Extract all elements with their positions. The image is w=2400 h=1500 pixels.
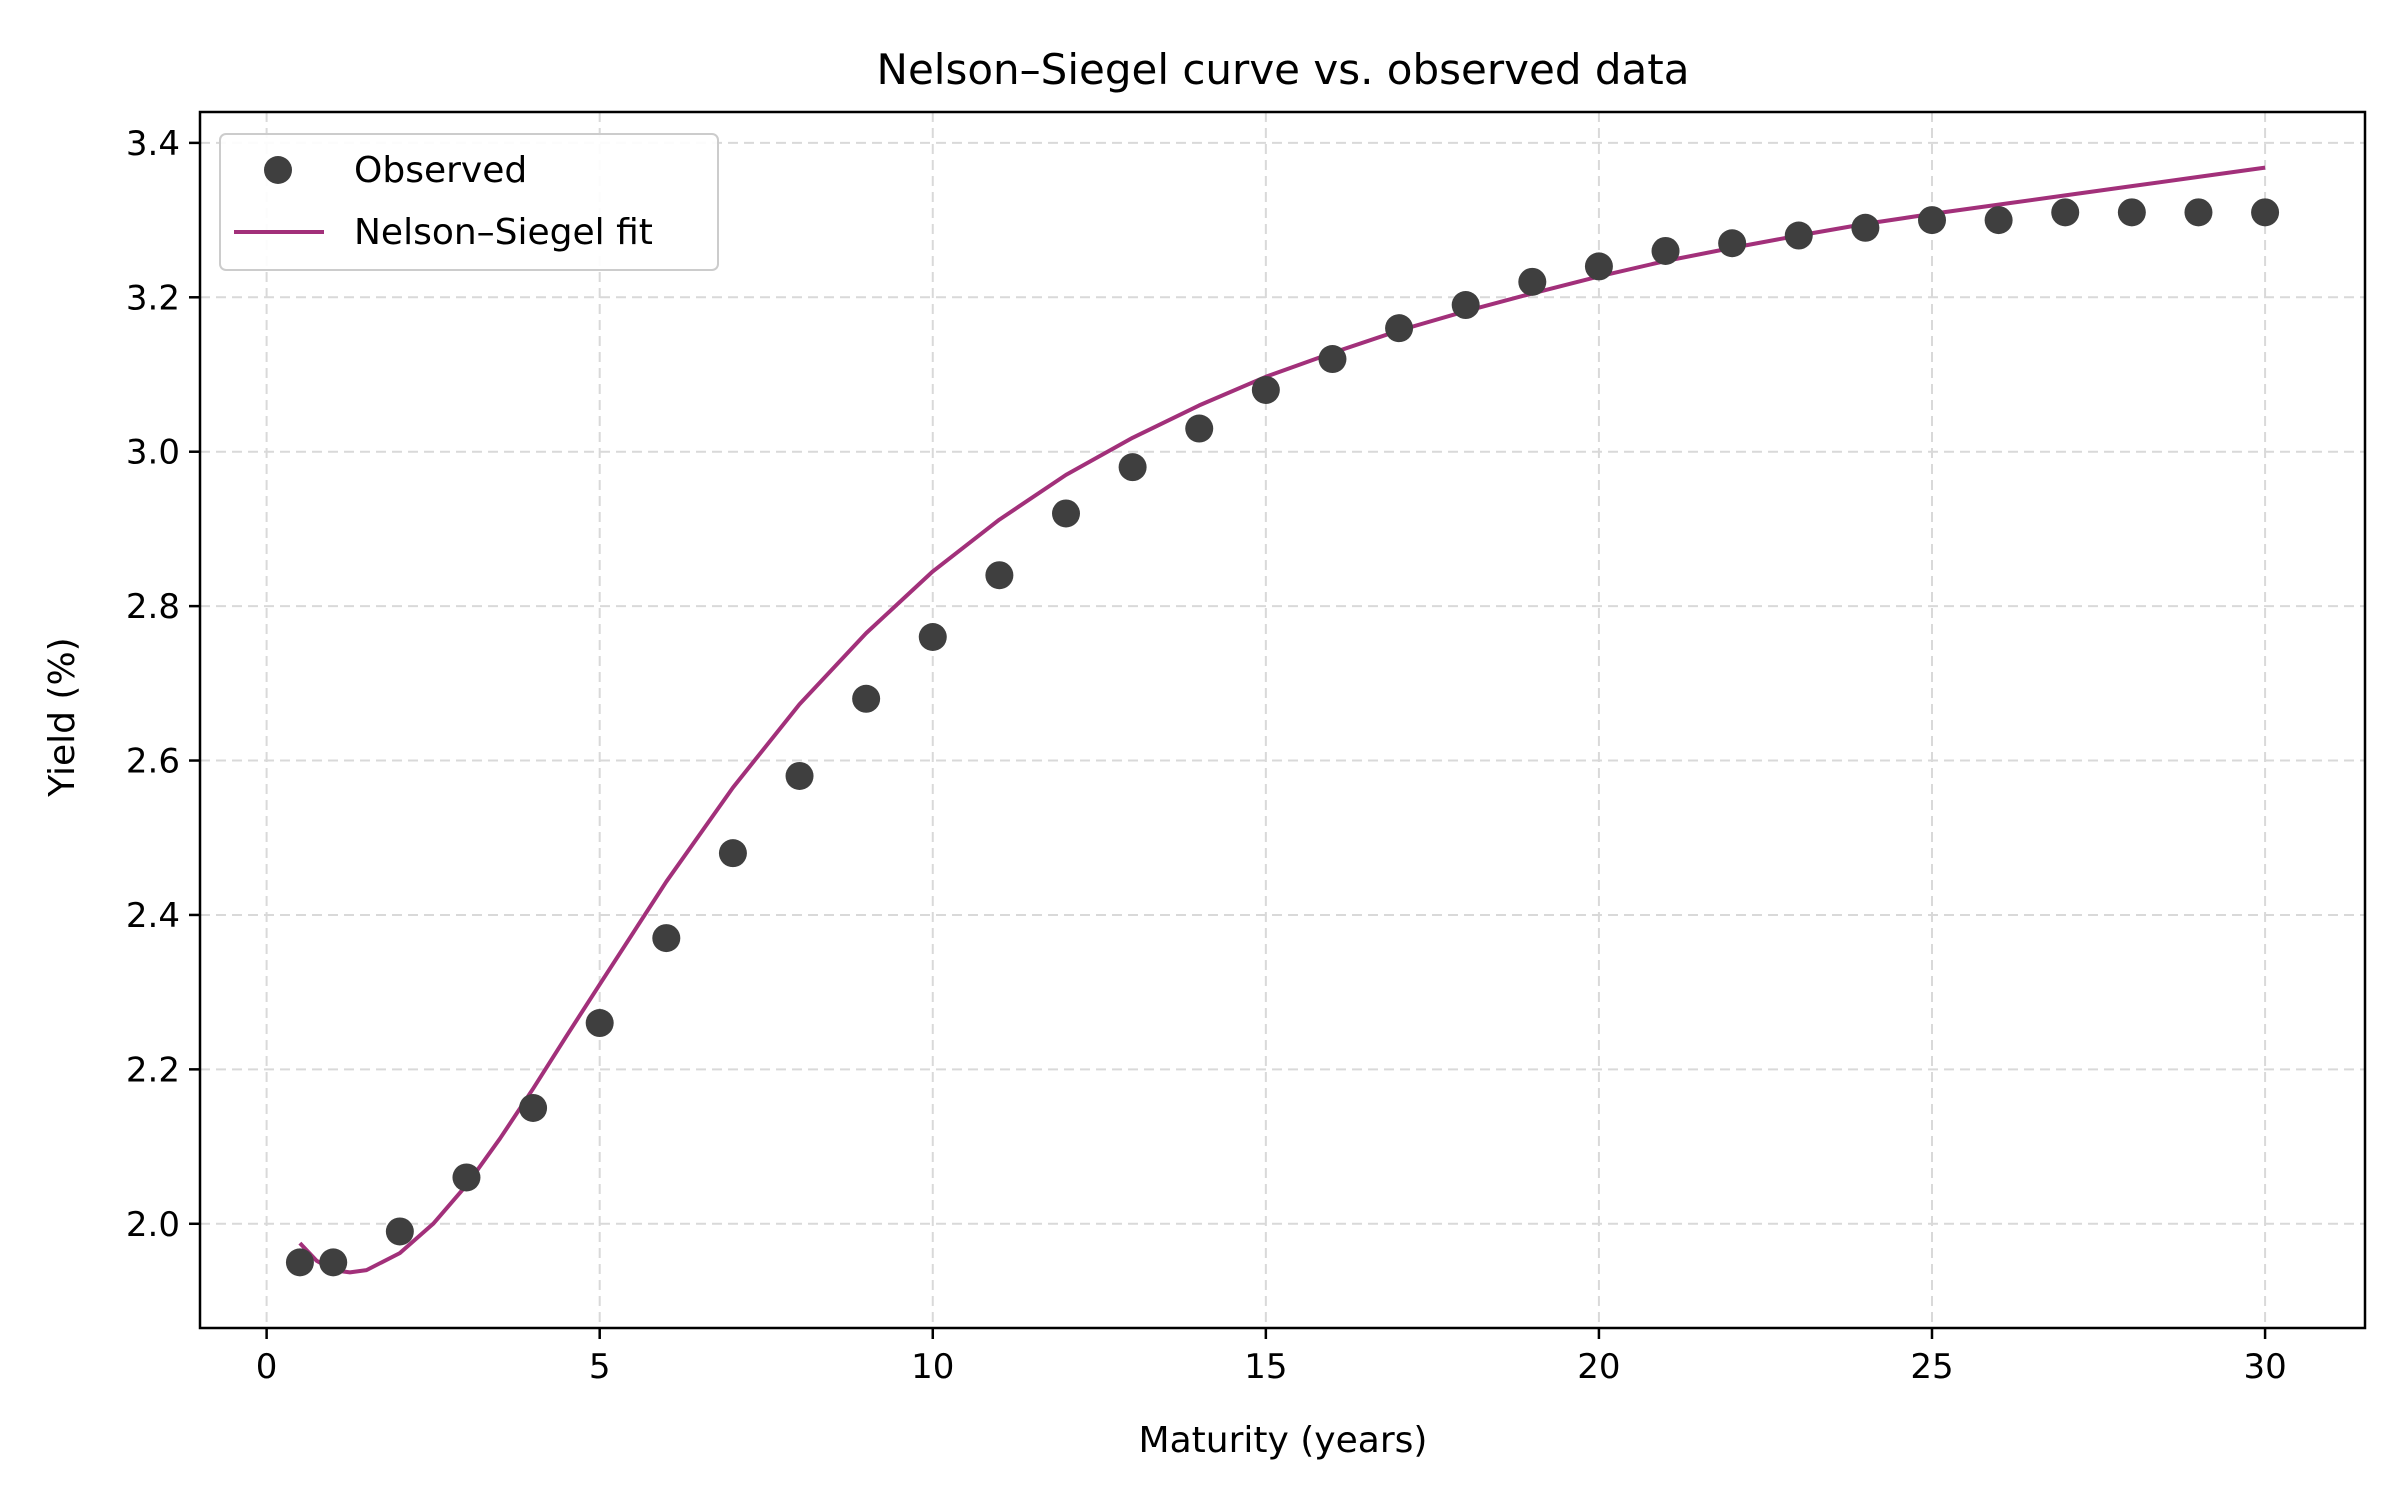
observed-point <box>2251 198 2280 227</box>
x-tick-label: 10 <box>911 1347 954 1387</box>
observed-point <box>1118 453 1147 482</box>
observed-point <box>1718 229 1747 258</box>
observed-point <box>1185 414 1214 443</box>
legend: Observed Nelson–Siegel fit <box>219 133 719 271</box>
y-tick-label: 2.8 <box>126 587 180 627</box>
observed-point <box>2184 198 2213 227</box>
observed-point <box>519 1093 548 1122</box>
observed-point <box>452 1163 481 1192</box>
x-tick-label: 20 <box>1577 1347 1620 1387</box>
legend-box <box>219 133 719 271</box>
observed-point <box>1984 206 2013 235</box>
y-tick-label: 2.0 <box>126 1205 180 1245</box>
observed-point <box>1451 291 1480 320</box>
observed-point <box>1851 213 1880 242</box>
observed-point <box>1584 252 1613 281</box>
observed-point <box>1318 345 1347 374</box>
observed-point <box>785 761 814 790</box>
y-tick-label: 3.0 <box>126 433 180 473</box>
observed-point <box>585 1009 614 1038</box>
x-axis-ticks: 0 5 10 15 20 25 30 <box>256 1328 2287 1387</box>
y-tick-label: 2.2 <box>126 1050 180 1090</box>
chart-title: Nelson–Siegel curve vs. observed data <box>877 45 1690 94</box>
legend-label-nelson-siegel: Nelson–Siegel fit <box>354 212 653 253</box>
observed-point <box>918 623 947 652</box>
observed-point <box>2117 198 2146 227</box>
x-tick-label: 30 <box>2243 1347 2286 1387</box>
observed-point <box>1518 267 1547 296</box>
observed-point <box>1251 375 1280 404</box>
observed-point <box>385 1217 414 1246</box>
y-axis-label: Yield (%) <box>42 637 83 797</box>
observed-point <box>652 924 681 953</box>
observed-point <box>1784 221 1813 250</box>
y-tick-label: 2.6 <box>126 742 180 782</box>
plot-area-frame <box>198 110 2367 1330</box>
x-tick-label: 25 <box>1910 1347 1953 1387</box>
x-tick-label: 15 <box>1244 1347 1287 1387</box>
x-tick-label: 0 <box>256 1347 278 1387</box>
x-tick-label: 5 <box>589 1347 611 1387</box>
observed-point <box>1918 206 1946 235</box>
observed-point <box>1052 499 1080 528</box>
observed-point <box>718 839 747 868</box>
observed-point <box>319 1248 348 1277</box>
observed-point <box>985 561 1014 590</box>
observed-point <box>1385 314 1414 343</box>
legend-label-observed: Observed <box>354 150 527 191</box>
observed-point <box>2051 198 2080 227</box>
y-tick-label: 3.2 <box>126 278 180 318</box>
y-tick-label: 2.4 <box>126 896 180 936</box>
observed-points-layer <box>285 198 2280 1277</box>
observed-point <box>852 684 881 713</box>
legend-marker-observed <box>264 156 292 184</box>
observed-point <box>285 1248 314 1277</box>
y-tick-label: 3.4 <box>126 124 180 164</box>
y-axis-ticks: 2.0 2.2 2.4 2.6 2.8 3.0 3.2 3.4 <box>126 124 200 1245</box>
observed-point <box>1651 236 1680 265</box>
x-axis-label: Maturity (years) <box>1139 1420 1428 1461</box>
